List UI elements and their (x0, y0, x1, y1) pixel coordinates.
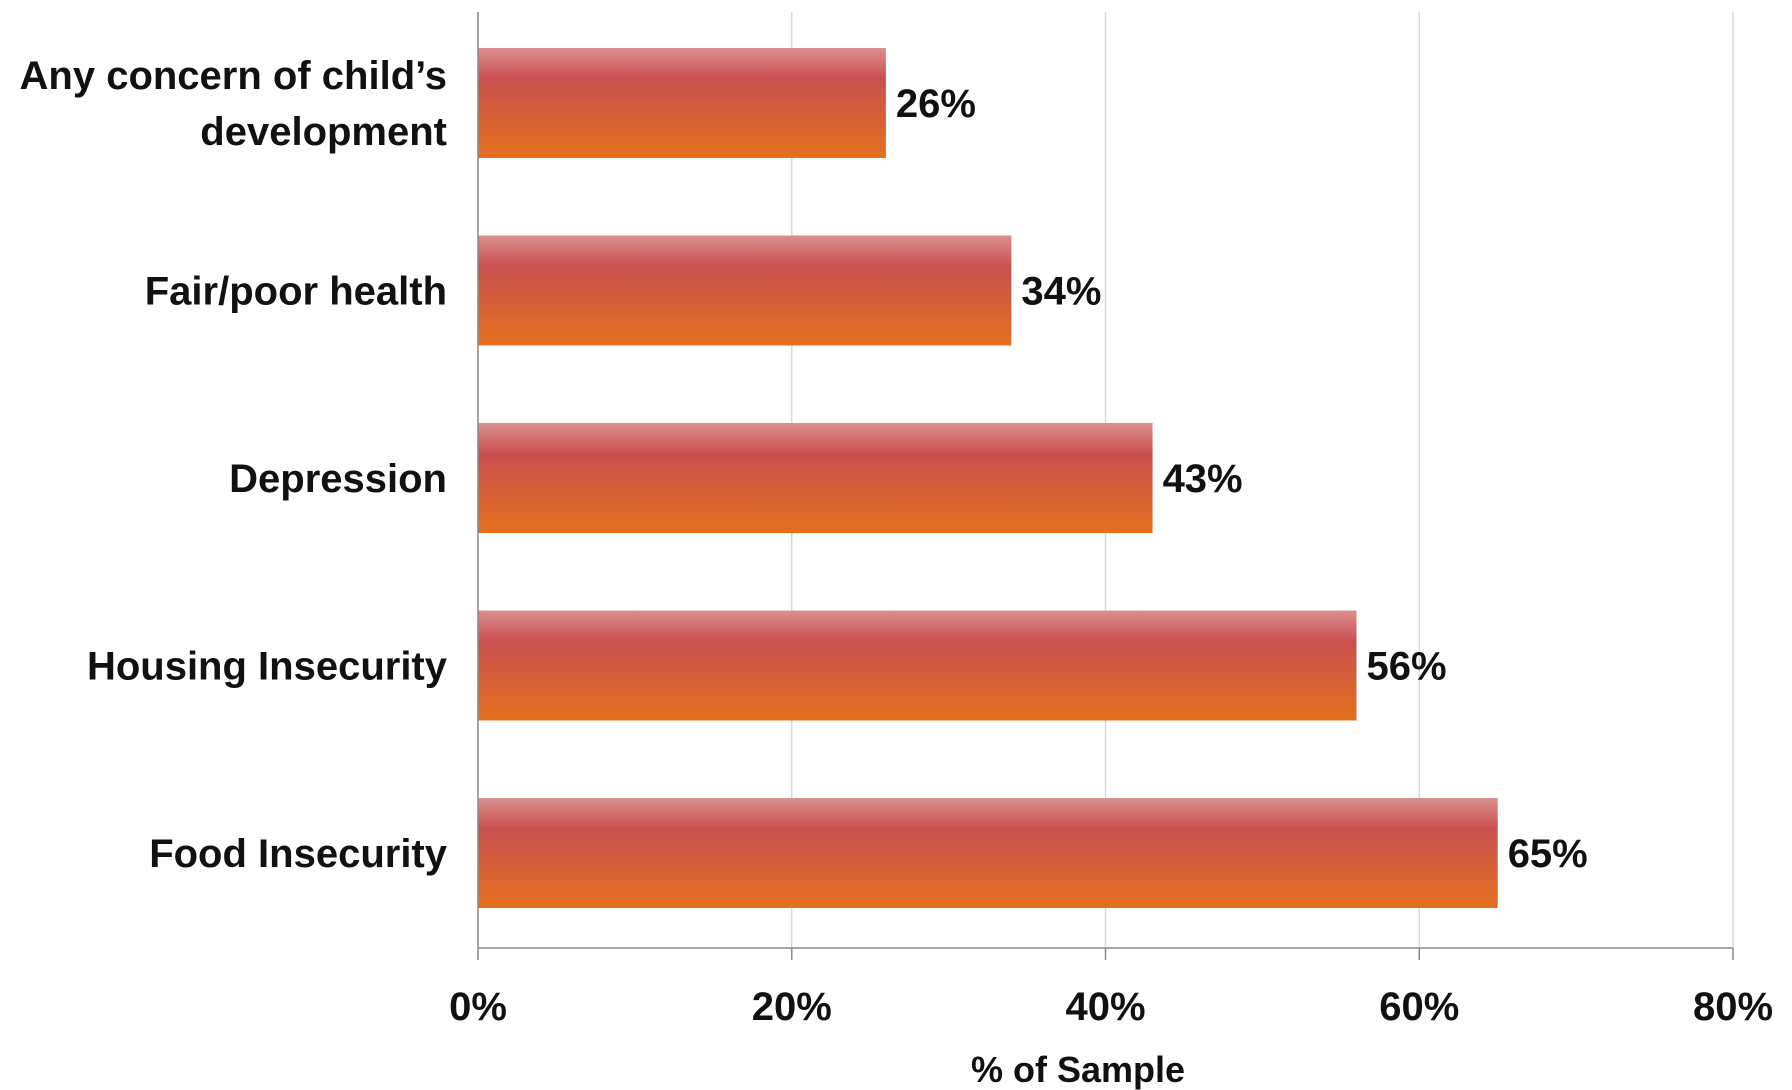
labels: 26% Any concern of child’s development 34% F… (20, 54, 1588, 876)
x-tick-label: 20% (752, 985, 832, 1029)
x-tick-label: 80% (1693, 985, 1773, 1029)
data-label: 43% (1163, 457, 1243, 501)
category-label: Food Insecurity (149, 832, 448, 876)
bar (478, 798, 1498, 908)
category-label: Depression (229, 457, 447, 501)
data-label: 65% (1508, 832, 1588, 876)
category-label: Housing Insecurity (87, 645, 448, 689)
x-axis-title: % of Sample (971, 1049, 1185, 1090)
bar (478, 423, 1153, 533)
x-tick-label: 60% (1379, 985, 1459, 1029)
bars (478, 48, 1498, 908)
data-label: 34% (1021, 270, 1101, 314)
x-tick-label: 0% (449, 985, 507, 1029)
data-label: 56% (1367, 645, 1447, 689)
data-label: 26% (896, 82, 976, 126)
x-tick-label: 40% (1065, 985, 1145, 1029)
x-axis: 0% 20% 40% 60% 80% (449, 12, 1773, 1029)
bar (478, 48, 886, 158)
category-label: Fair/poor health (145, 270, 447, 314)
category-label: Any concern of child’s development (20, 54, 447, 154)
bar (478, 610, 1357, 721)
bar (478, 235, 1012, 346)
